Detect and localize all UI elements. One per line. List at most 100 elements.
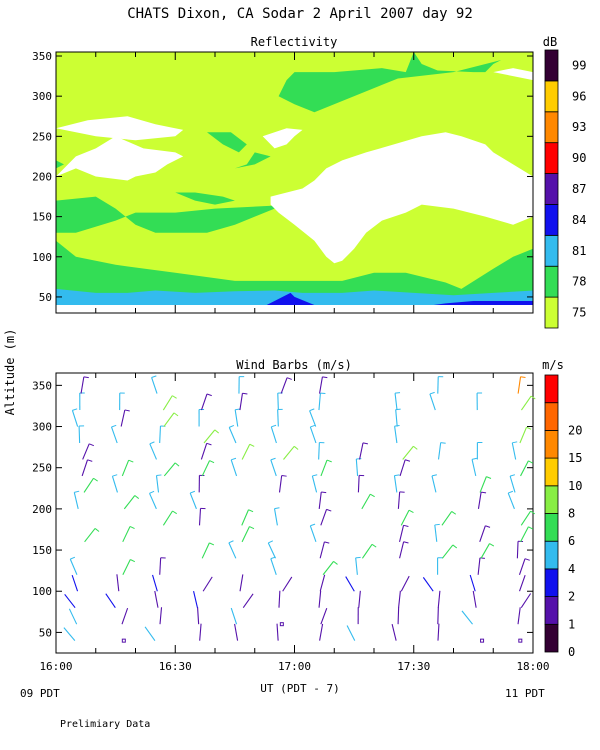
wind-barb-feather [206, 393, 212, 397]
wind-barb [159, 425, 162, 444]
wind-barb [520, 510, 532, 526]
wind-barb [441, 544, 454, 559]
wind-barb [518, 575, 526, 592]
wind-barb [200, 393, 208, 411]
wind-barb [230, 459, 238, 477]
wind-barb-feather [149, 441, 155, 445]
wind-barb-feather [209, 460, 215, 464]
wind-barb-feather [512, 441, 518, 444]
wind-barb-feather [149, 490, 155, 494]
wind-barb [278, 475, 283, 493]
wind-barb [319, 574, 326, 592]
wind-barb [355, 557, 358, 575]
wind-barb-feather [130, 559, 136, 563]
wind-barb [357, 475, 360, 493]
calm-marker [518, 638, 523, 643]
calm-marker [121, 638, 126, 643]
wind-barb-feather [530, 510, 536, 515]
wind-legend-swatch [544, 596, 559, 625]
wind-barb-feather [451, 511, 457, 515]
wind-barb-feather [489, 543, 495, 547]
wind-barb [397, 607, 400, 625]
wind-barb [393, 475, 398, 493]
wind-barb-feather [326, 459, 332, 463]
wind-barb-feather [173, 412, 179, 417]
wind-barb [123, 495, 136, 510]
wind-barb [105, 593, 116, 609]
reflectivity-legend-label: 78 [572, 275, 586, 289]
reflectivity-region-12 [56, 116, 184, 141]
wind-barb-feather [94, 528, 100, 532]
y-tick-label: 200 [32, 503, 52, 516]
wind-barb-feather [434, 523, 440, 526]
reflectivity-region-4 [207, 132, 247, 153]
reflectivity-legend-swatch [544, 265, 559, 298]
reflectivity-legend-label: 90 [572, 151, 586, 165]
wind-barb [159, 607, 163, 625]
wind-barb [400, 575, 410, 592]
reflectivity-units: dB [543, 35, 557, 49]
calm-marker [279, 622, 284, 627]
reflectivity-legend-swatch [544, 49, 559, 82]
reflectivity-legend-swatch [544, 80, 559, 113]
wind-barb [197, 607, 200, 625]
wind-barb [469, 574, 476, 592]
wind-legend-swatch [544, 485, 559, 514]
x-tick-label: 16:30 [159, 660, 192, 673]
wind-barb [318, 590, 322, 608]
reflectivity-legend-label: 93 [572, 120, 586, 134]
wind-barb [163, 412, 175, 427]
wind-legend-swatch [544, 568, 559, 598]
wind-barb [520, 593, 532, 609]
wind-barb [82, 443, 90, 460]
wind-barb-feather [403, 524, 409, 527]
wind-barb [355, 458, 359, 476]
wind-barb-feather [209, 542, 215, 546]
wind-barb [511, 442, 517, 460]
wind-barb-feather [481, 491, 487, 494]
wind-legend-label: 0 [568, 645, 575, 659]
wind-barb-feather [312, 474, 318, 477]
wind-barb [234, 623, 239, 641]
wind-barb [358, 590, 361, 608]
wind-barb [81, 459, 89, 477]
wind-barb-feather [395, 392, 401, 394]
wind-barb [318, 491, 322, 509]
reflectivity-region-10 [433, 301, 533, 305]
wind-barb [116, 574, 120, 592]
wind-barb [520, 526, 529, 543]
wind-barb [461, 610, 473, 625]
wind-barb [471, 459, 477, 477]
wind-barb-feather [235, 408, 241, 411]
y-tick-label: 100 [32, 251, 52, 264]
chart-title: CHATS Dixon, CA Sodar 2 April 2007 day 9… [127, 6, 473, 22]
x-axis-label: UT (PDT - 7) [260, 682, 339, 695]
y-tick-label: 200 [32, 170, 52, 183]
wind-barb [434, 524, 438, 542]
wind-barb [477, 492, 482, 509]
wind-barb [149, 493, 157, 510]
wind-barbs-panel: Wind Barbs (m/s) 5010015020025030035016:… [32, 358, 582, 673]
wind-barb [228, 427, 237, 444]
wind-barb [242, 593, 254, 609]
y-tick-label: 150 [32, 544, 52, 557]
wind-barb-feather [324, 541, 330, 544]
wind-barb [345, 576, 355, 592]
right-local-time: 11 PDT [505, 687, 545, 700]
reflectivity-region-5 [234, 152, 271, 169]
wind-barb [437, 442, 442, 460]
wind-barb [280, 377, 288, 394]
wind-barb [394, 426, 398, 444]
wind-barb [318, 442, 320, 460]
wind-barb-feather [270, 457, 276, 461]
wind-barb [398, 590, 401, 608]
wind-legend-label: 6 [568, 534, 575, 548]
wind-legend-swatch [544, 374, 559, 404]
wind-barb-feather [394, 474, 400, 477]
wind-legend-swatch [544, 540, 559, 570]
wind-barb-feather [83, 376, 89, 379]
wind-legend-label: 10 [568, 479, 582, 493]
wind-barb [154, 590, 159, 608]
wind-legend-label: 4 [568, 562, 575, 576]
